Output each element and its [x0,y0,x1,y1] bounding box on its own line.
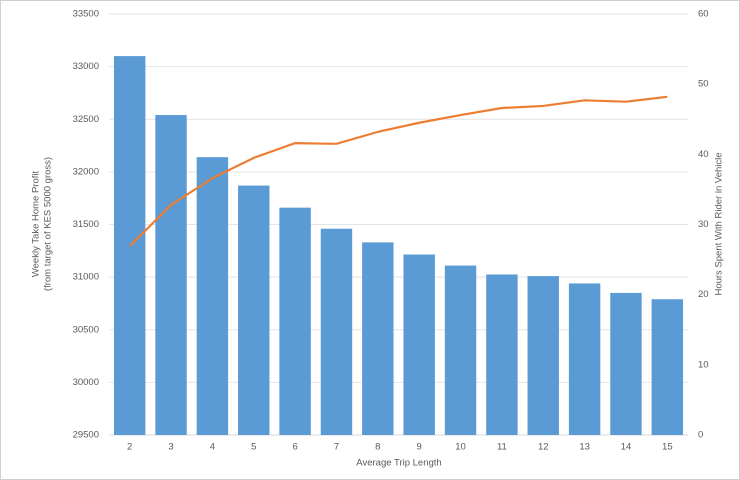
y-tick-label: 31500 [73,219,99,230]
x-tick-label: 15 [662,442,673,453]
x-tick-label: 8 [375,442,380,453]
y2-tick-label: 40 [698,149,709,160]
bar [403,254,435,435]
x-tick-label: 10 [455,442,466,453]
y-tick-label: 32500 [73,114,99,125]
y-tick-label: 33500 [73,9,99,20]
bar [527,276,559,435]
y-axis-label: Weekly Take Home Profit [31,170,42,277]
x-tick-label: 11 [497,442,507,453]
x-tick-label: 5 [251,442,256,453]
y-tick-label: 30000 [73,377,99,388]
x-tick-label: 7 [334,442,339,453]
x-tick-label: 9 [417,442,422,453]
x-tick-label: 2 [127,442,132,453]
bar [320,228,353,435]
bar [238,185,270,435]
x-tick-label: 6 [292,442,297,453]
bar [444,265,477,435]
y-axis-label: (from target of KES 5000 gross) [43,157,54,291]
y-tick-label: 32000 [73,166,99,177]
y-tick-label: 33000 [73,61,99,72]
y2-tick-label: 60 [698,9,709,20]
x-tick-label: 14 [621,442,632,453]
x-tick-label: 4 [210,442,215,453]
x-tick-label: 3 [168,442,173,453]
x-tick-label: 12 [538,442,549,453]
x-axis-label: Average Trip Length [356,458,441,469]
bar [362,242,394,435]
y2-tick-label: 0 [698,430,703,441]
bar [279,207,311,435]
bar [651,299,684,435]
line [128,95,668,248]
bar [486,274,518,435]
y2-tick-label: 10 [698,359,709,370]
bar [568,283,601,435]
bar [196,157,229,435]
y2-tick-label: 30 [698,219,709,230]
y-tick-label: 31000 [73,272,99,283]
y2-tick-label: 50 [698,79,709,90]
x-tick-label: 13 [579,442,590,453]
bar [610,292,642,435]
y2-tick-label: 20 [698,289,709,300]
y-tick-label: 30500 [73,324,99,335]
y2-axis-label: Hours Spent With Rider in Vehicle [714,152,725,295]
y-tick-label: 29500 [73,430,99,441]
bar [155,115,187,435]
